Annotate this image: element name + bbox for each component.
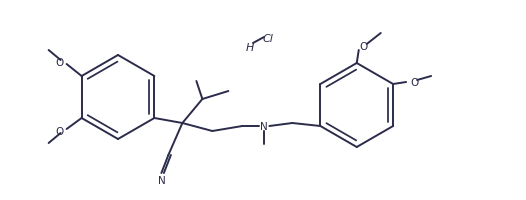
Text: H: H [246, 43, 254, 53]
Text: O: O [56, 126, 64, 136]
Text: O: O [360, 42, 368, 52]
Text: O: O [410, 78, 418, 88]
Text: N: N [260, 121, 268, 131]
Text: N: N [158, 175, 166, 185]
Text: O: O [56, 58, 64, 68]
Text: Cl: Cl [262, 34, 274, 44]
